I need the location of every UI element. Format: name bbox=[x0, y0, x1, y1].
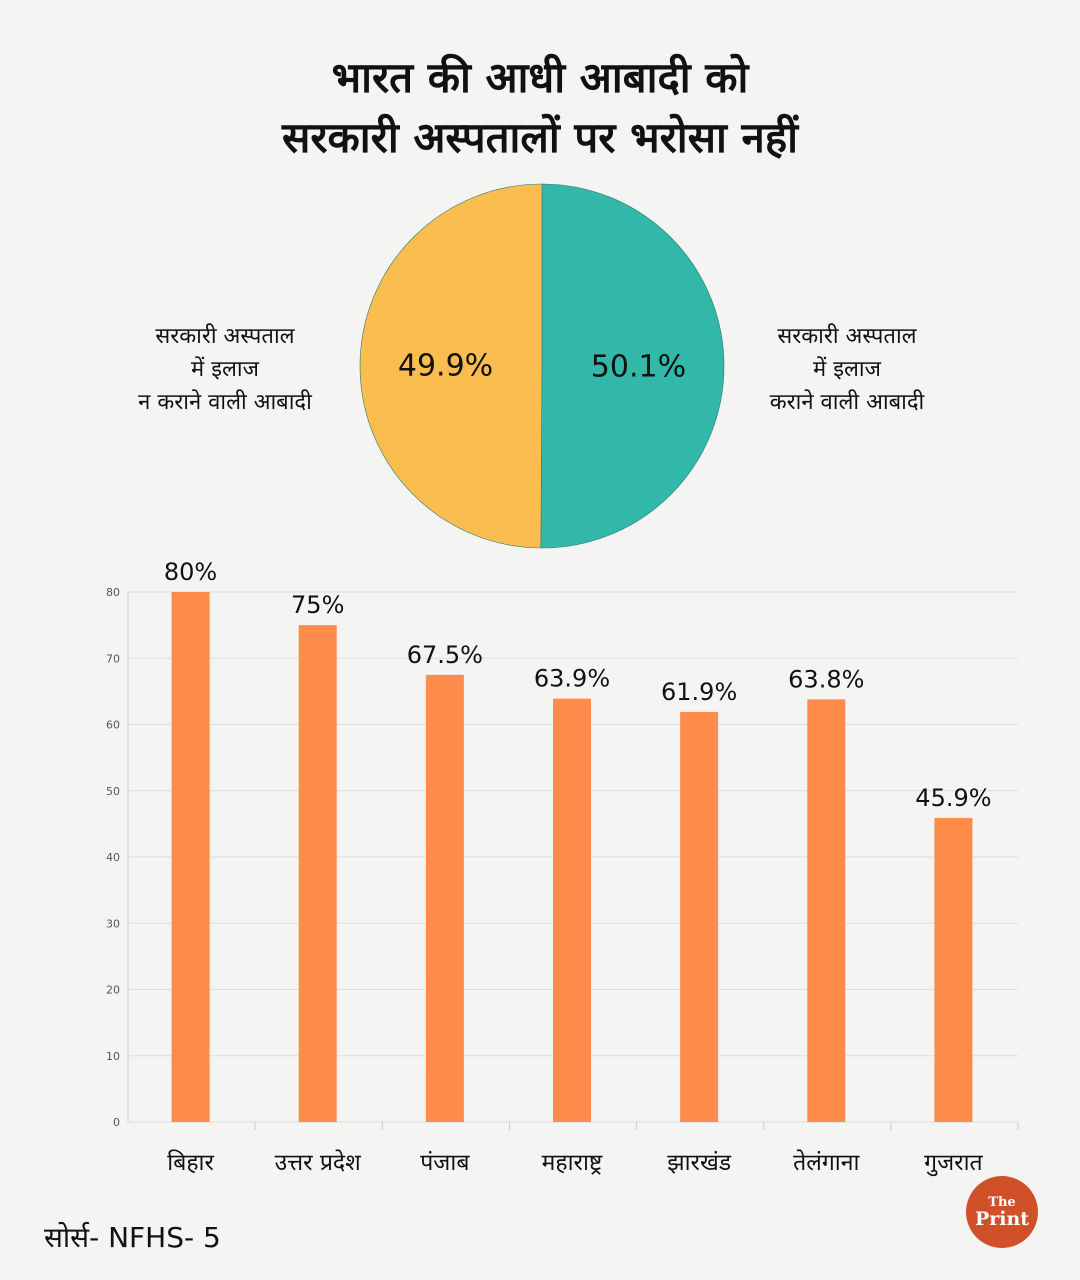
logo-print: Print bbox=[974, 1207, 1030, 1230]
bar-value-label: 75% bbox=[291, 591, 344, 619]
pie-legend-left-line: में इलाज bbox=[191, 357, 259, 382]
pie-legend-left-line: सरकारी अस्पताल bbox=[155, 324, 295, 349]
bar bbox=[934, 817, 973, 1122]
bar bbox=[807, 699, 846, 1122]
pie-legend-right: सरकारी अस्पताल में इलाज कराने वाली आबादी bbox=[717, 320, 977, 419]
x-category-label: तेलंगाना bbox=[793, 1149, 860, 1176]
y-tick-label: 60 bbox=[106, 719, 120, 732]
title-line-1: भारत की आधी आबादी को bbox=[331, 53, 749, 102]
x-category-label: उत्तर प्रदेश bbox=[275, 1149, 362, 1176]
y-tick-label: 80 bbox=[106, 586, 120, 599]
bar bbox=[298, 625, 337, 1122]
y-tick-label: 40 bbox=[106, 851, 120, 864]
bar-value-label: 63.9% bbox=[534, 665, 610, 693]
y-tick-label: 70 bbox=[106, 652, 120, 665]
source-note: सोर्स- NFHS- 5 bbox=[44, 1221, 221, 1254]
bar-value-label: 45.9% bbox=[915, 784, 991, 812]
pie-slice-0 bbox=[540, 183, 725, 549]
pie-legend-right-line: कराने वाली आबादी bbox=[769, 390, 925, 415]
bar bbox=[171, 592, 210, 1122]
y-tick-label: 0 bbox=[113, 1116, 120, 1129]
bar-value-label: 63.8% bbox=[788, 665, 864, 693]
pie-legend-left: सरकारी अस्पताल में इलाज न कराने वाली आबा… bbox=[95, 320, 355, 419]
y-tick-label: 30 bbox=[106, 917, 120, 930]
y-tick-label: 10 bbox=[106, 1050, 120, 1063]
logo-the: The bbox=[988, 1194, 1016, 1210]
bar bbox=[425, 674, 464, 1122]
bar-value-label: 80% bbox=[164, 558, 217, 586]
pie-svg: 50.1% 49.9% bbox=[359, 183, 725, 549]
pie-legend-left-line: न कराने वाली आबादी bbox=[138, 390, 312, 415]
bar-value-label: 67.5% bbox=[407, 641, 483, 669]
x-category-label: महाराष्ट्र bbox=[542, 1150, 603, 1176]
pie-chart: 50.1% 49.9% bbox=[358, 182, 726, 550]
pie-slice-label-1: 49.9% bbox=[398, 349, 493, 384]
x-category-label: गुजरात bbox=[924, 1150, 983, 1177]
pie-legend-right-line: सरकारी अस्पताल bbox=[777, 324, 917, 349]
pie-legend-right-line: में इलाज bbox=[813, 357, 881, 382]
x-category-label: पंजाब bbox=[420, 1150, 470, 1176]
title-line-2: सरकारी अस्पतालों पर भरोसा नहीं bbox=[281, 113, 799, 162]
theprint-logo: The Print bbox=[966, 1176, 1038, 1248]
bar-value-label: 61.9% bbox=[661, 678, 737, 706]
pie-slice-label-0: 50.1% bbox=[591, 349, 686, 384]
y-tick-label: 50 bbox=[106, 785, 120, 798]
y-tick-label: 20 bbox=[106, 984, 120, 997]
pie-slice-1 bbox=[359, 183, 543, 549]
x-category-label: बिहार bbox=[167, 1149, 214, 1176]
bar bbox=[680, 711, 719, 1122]
page-title: भारत की आधी आबादी को सरकारी अस्पतालों पर… bbox=[0, 48, 1080, 168]
bar-chart: 0 10 20 30 40 50 60 70 80 80% बिहार 75% उत्तर प्रदेश… bbox=[106, 558, 1019, 1177]
bar bbox=[553, 698, 591, 1122]
x-category-label: झारखंड bbox=[667, 1150, 732, 1176]
